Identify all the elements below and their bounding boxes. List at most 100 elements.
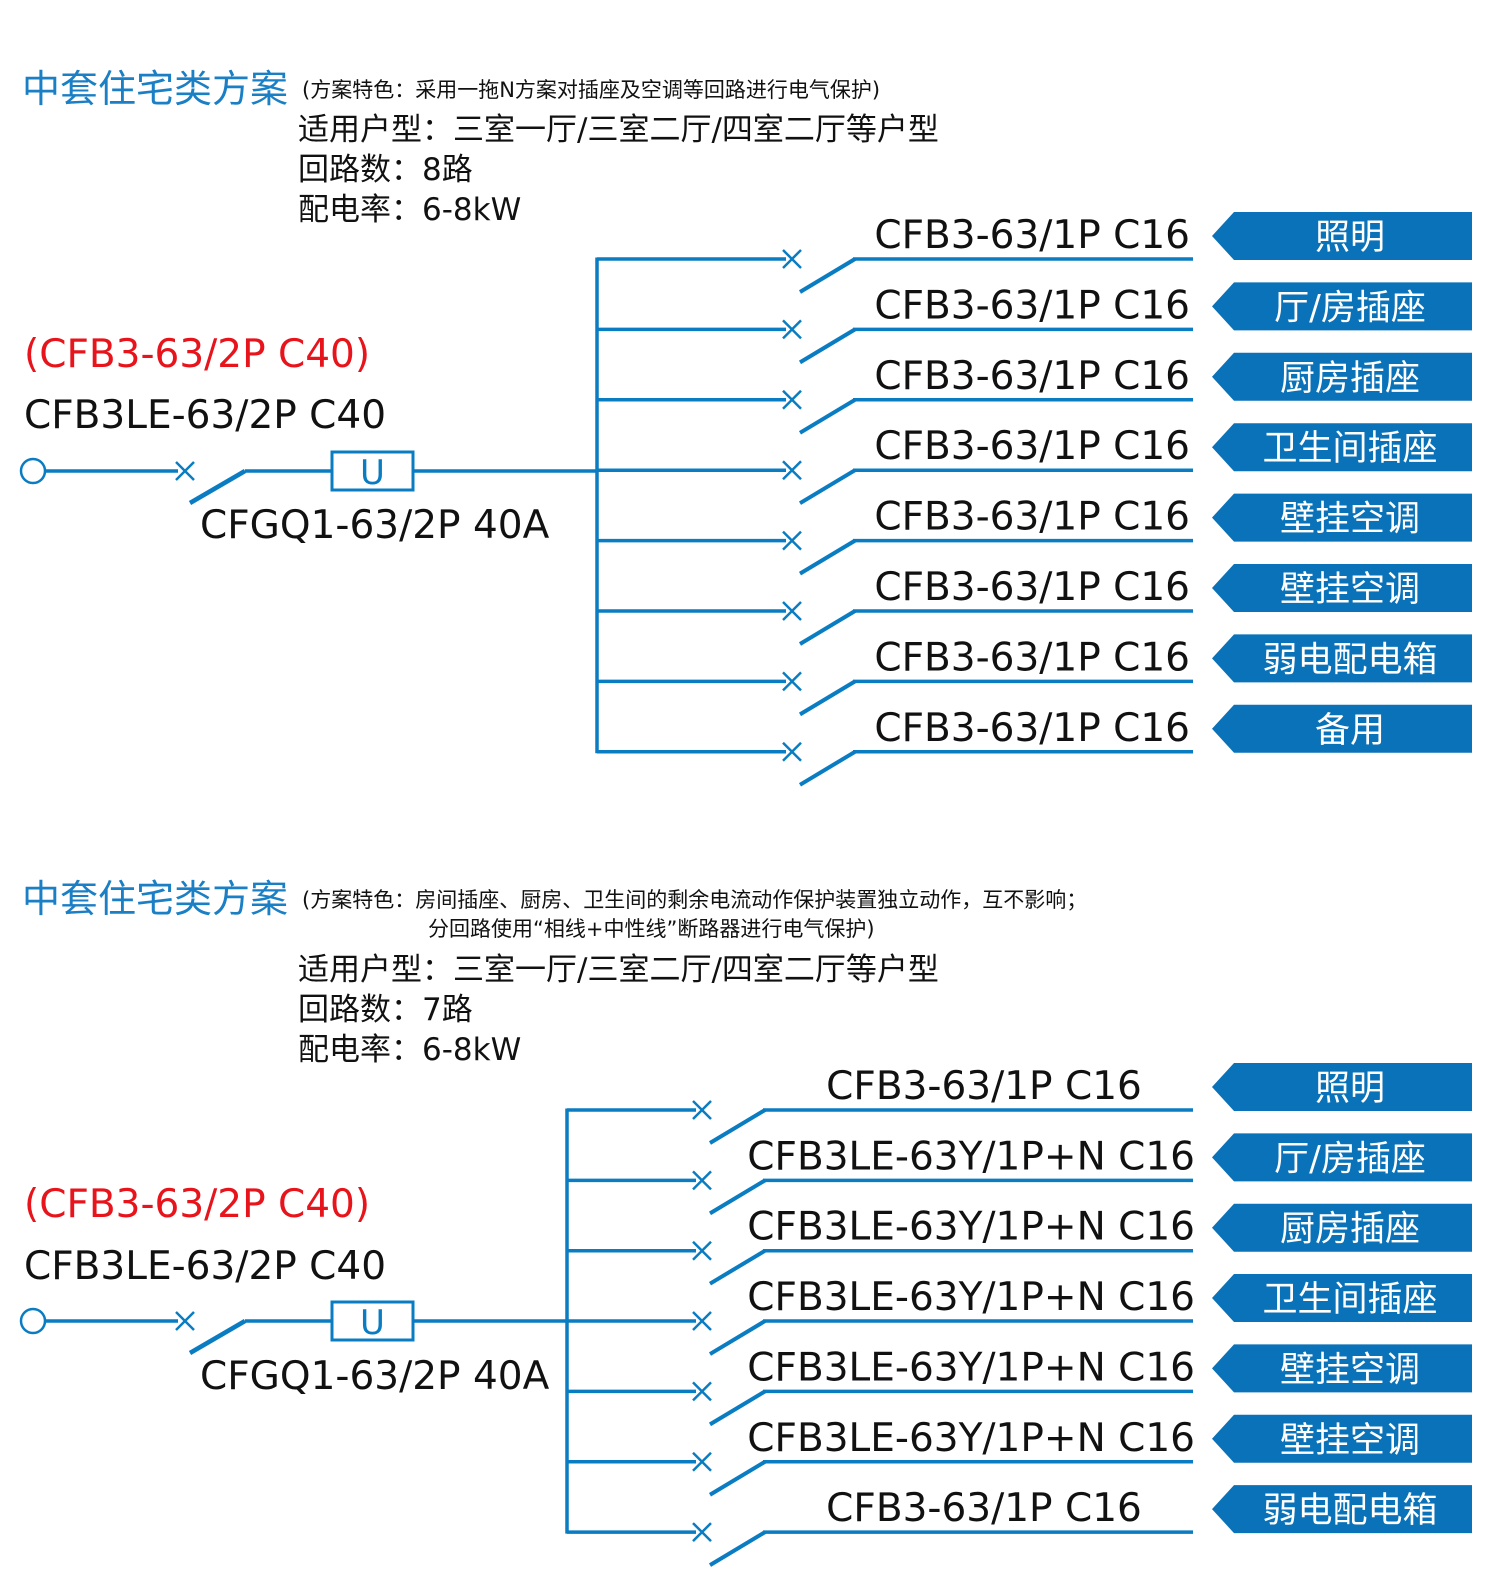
branch-breaker-switch-icon <box>708 1530 767 1567</box>
branch-breaker-label: CFB3LE-63Y/1P+N C16 <box>747 1134 1195 1179</box>
circuit-tag <box>1212 352 1472 401</box>
branch-breaker-label: CFB3-63/1P C16 <box>874 213 1190 258</box>
circuit-tag <box>1212 704 1472 753</box>
main-breaker-alt: (CFB3-63/2P C40) <box>24 332 371 377</box>
main-breaker-label: CFB3LE-63/2P C40 <box>24 1244 387 1289</box>
circuit-tag-label: 壁挂空调 <box>1280 500 1420 540</box>
breaker-cross-icon <box>782 319 802 340</box>
isolator-box <box>330 1300 415 1342</box>
branch-breaker-switch-icon <box>798 679 857 717</box>
applicable-types: 适用户型：三室一厅/三室二厅/四室二厅等户型 <box>298 952 939 988</box>
branch-breaker-label: CFB3-63/1P C16 <box>874 354 1190 399</box>
branch-breaker-switch-icon <box>798 538 857 576</box>
circuit-tag <box>1212 212 1472 260</box>
branch-breaker-switch-icon <box>708 1319 767 1356</box>
branch-breaker-label: CFB3LE-63Y/1P+N C16 <box>747 1205 1195 1250</box>
circuit-tag <box>1212 1344 1472 1393</box>
branch-breaker-label: CFB3-63/1P C16 <box>874 706 1190 751</box>
branch-breaker-switch-icon <box>708 1389 767 1427</box>
breaker-cross-icon <box>175 461 195 481</box>
main-breaker-switch-icon <box>188 469 247 505</box>
circuit-tag-label: 弱电配电箱 <box>1262 640 1437 680</box>
breaker-cross-icon <box>692 1170 712 1191</box>
breaker-cross-icon <box>692 1522 712 1542</box>
branch-breaker-label: CFB3-63/1P C16 <box>826 1064 1142 1109</box>
circuit-tag-label: 壁挂空调 <box>1280 1421 1420 1461</box>
circuit-tag-label: 厅/房插座 <box>1274 288 1426 328</box>
circuit-tag-label: 卫生间插座 <box>1262 1280 1437 1320</box>
branch-breaker-label: CFB3-63/1P C16 <box>826 1486 1142 1531</box>
branch-breaker-label: CFB3-63/1P C16 <box>874 495 1190 540</box>
circuit-tag <box>1212 1414 1472 1463</box>
scheme-feature-cont: 分回路使用“相线+中性线”断路器进行电气保护) <box>428 917 875 941</box>
power-rating: 配电率：6-8kW <box>298 1032 522 1068</box>
breaker-cross-icon <box>692 1240 712 1261</box>
branch-breaker-label: CFB3LE-63Y/1P+N C16 <box>747 1345 1195 1390</box>
breaker-cross-icon <box>782 389 802 410</box>
incoming-terminal-icon <box>19 457 47 485</box>
circuit-tag <box>1212 1203 1472 1252</box>
circuit-tag <box>1212 423 1472 472</box>
breaker-cross-icon <box>782 601 802 621</box>
branch-breaker-label: CFB3-63/1P C16 <box>874 424 1190 469</box>
circuit-tag-label: 弱电配电箱 <box>1262 1491 1437 1531</box>
branch-breaker-switch-icon <box>798 468 857 505</box>
isolator-symbol: U <box>360 1303 385 1343</box>
isolator-symbol: U <box>360 453 385 493</box>
circuit-tag-label: 厨房插座 <box>1280 1210 1420 1250</box>
breaker-cross-icon <box>692 1311 712 1331</box>
branch-breaker-switch-icon <box>798 257 857 294</box>
isolator-box <box>330 450 415 492</box>
circuit-tag-label: 照明 <box>1315 218 1385 258</box>
breaker-cross-icon <box>782 249 802 269</box>
circuit-tag <box>1212 1063 1472 1111</box>
main-breaker-alt: (CFB3-63/2P C40) <box>24 1182 371 1227</box>
branch-breaker-switch-icon <box>798 327 857 365</box>
isolator-label: CFGQ1-63/2P 40A <box>200 1354 550 1399</box>
branch-breaker-switch-icon <box>798 398 857 435</box>
branch-breaker-switch-icon <box>708 1248 767 1286</box>
circuit-tag <box>1212 493 1472 542</box>
circuit-count: 回路数：7路 <box>298 992 473 1028</box>
circuit-tag-label: 备用 <box>1315 711 1385 751</box>
breaker-cross-icon <box>782 530 802 551</box>
breaker-cross-icon <box>175 1311 195 1331</box>
circuit-tag-label: 壁挂空调 <box>1280 1350 1420 1390</box>
main-breaker-switch-icon <box>188 1319 247 1355</box>
circuit-tag-label: 厨房插座 <box>1280 359 1420 399</box>
branch-breaker-label: CFB3LE-63Y/1P+N C16 <box>747 1275 1195 1320</box>
breaker-cross-icon <box>692 1451 712 1472</box>
scheme-title: 中套住宅类方案 <box>22 877 289 921</box>
power-rating: 配电率：6-8kW <box>298 192 522 228</box>
circuit-tag-label: 卫生间插座 <box>1262 429 1437 469</box>
circuit-tag <box>1212 634 1472 683</box>
branch-breaker-label: CFB3-63/1P C16 <box>874 283 1190 328</box>
circuit-tag <box>1212 1485 1472 1534</box>
scheme-feature: (方案特色：采用一拖N方案对插座及空调等回路进行电气保护) <box>302 78 881 102</box>
branch-breaker-switch-icon <box>708 1178 767 1216</box>
breaker-cross-icon <box>692 1100 712 1120</box>
branch-breaker-switch-icon <box>708 1460 767 1497</box>
branch-breaker-switch-icon <box>798 750 857 787</box>
breaker-cross-icon <box>782 460 802 481</box>
circuit-tag <box>1212 1133 1472 1182</box>
isolator-label: CFGQ1-63/2P 40A <box>200 503 550 548</box>
incoming-terminal-icon <box>19 1307 47 1335</box>
breaker-cross-icon <box>782 741 802 762</box>
circuit-count: 回路数：8路 <box>298 152 473 188</box>
branch-breaker-label: CFB3-63/1P C16 <box>874 635 1190 680</box>
circuit-tag <box>1212 564 1472 612</box>
branch-breaker-label: CFB3LE-63Y/1P+N C16 <box>747 1416 1195 1461</box>
branch-breaker-label: CFB3-63/1P C16 <box>874 565 1190 610</box>
circuit-tag <box>1212 1274 1472 1323</box>
breaker-cross-icon <box>692 1381 712 1402</box>
branch-breaker-switch-icon <box>708 1108 767 1145</box>
main-breaker-label: CFB3LE-63/2P C40 <box>24 393 387 438</box>
scheme-feature: (方案特色：房间插座、厨房、卫生间的剩余电流动作保护装置独立动作，互不影响； <box>302 888 1088 912</box>
scheme-title: 中套住宅类方案 <box>22 67 289 111</box>
branch-breaker-switch-icon <box>798 609 857 646</box>
breaker-cross-icon <box>782 671 802 692</box>
circuit-tag-label: 照明 <box>1315 1069 1385 1109</box>
circuit-tag <box>1212 282 1472 331</box>
